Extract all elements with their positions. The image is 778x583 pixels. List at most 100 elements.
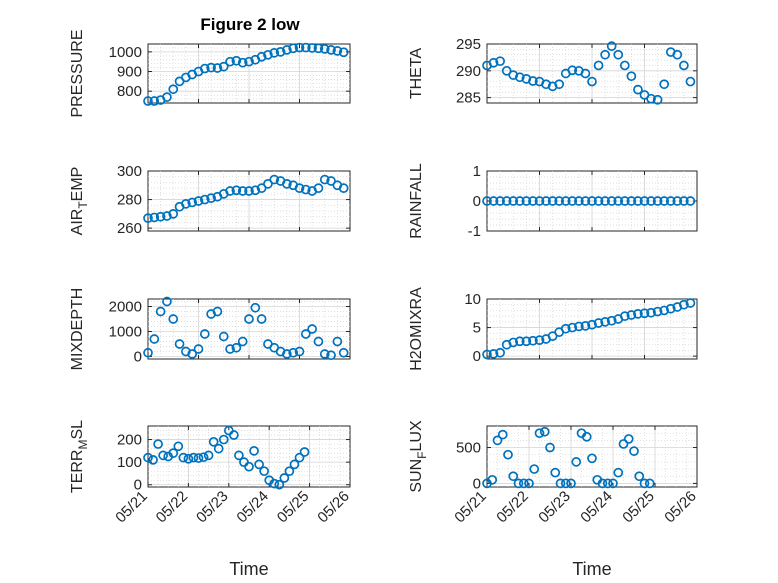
data-point [487,474,498,485]
data-point [639,308,650,319]
data-point [188,452,199,463]
data-point [587,76,597,87]
data-point [294,42,305,53]
data-point [587,196,597,206]
series-pressure [143,42,349,106]
data-point [178,452,189,463]
data-point [602,478,613,489]
data-point [550,467,561,478]
data-point [319,44,330,54]
series-terr_msl [143,425,310,490]
data-point [300,184,311,195]
data-point [199,329,210,339]
data-point [619,60,630,71]
data-point [213,443,224,454]
data-point [249,446,259,456]
data-point [256,183,267,193]
data-point [633,84,643,95]
series-air_temp [143,174,349,223]
subplot-sun_flux: 0 500 05/21 05/22 05/23 05/24 05/25 05/26 Time SU… [408,420,700,579]
data-point [497,429,508,440]
data-point [560,478,571,489]
data-point [256,314,267,324]
data-point [218,61,229,72]
data-point [567,322,578,333]
y-axis-label-subscript: T [76,201,90,209]
data-point [231,55,242,66]
data-point [162,211,172,221]
data-point [148,455,158,465]
data-point [619,311,630,321]
data-point [528,196,538,206]
data-point [629,446,639,456]
data-point [203,450,214,461]
data-point [514,336,525,347]
data-point [567,65,578,76]
data-point [162,296,172,307]
data-point [560,196,571,206]
data-point [162,92,172,102]
y-tick-label: 0 [134,477,142,494]
data-point [623,434,634,444]
subplot-h2omixra: 0 5 10 H2OMIXRA [408,287,698,371]
data-point [685,196,696,206]
y-tick-label: 0 [473,348,481,365]
y-axis-label-part: SL [69,420,86,440]
data-point [608,478,618,489]
data-point [619,196,630,206]
data-point [231,185,242,196]
data-point [555,478,566,489]
data-point [332,46,343,56]
data-point [547,196,558,206]
data-point [193,196,204,206]
x-tick-label: 05/26 [314,488,353,527]
x-tick-label: 05/23 [193,488,232,527]
data-point [229,430,239,440]
grid [148,426,350,487]
subplot-mixdepth: 0 1000 2000 MIXDEPTH [69,288,351,370]
data-point [279,473,290,483]
y-tick-label: 1000 [109,324,142,341]
data-point [143,213,153,223]
data-point [639,196,650,206]
data-point [580,68,591,79]
data-point [289,459,300,470]
data-point [299,447,310,457]
y-axis-label: THETA [408,48,425,100]
data-point [282,45,292,55]
y-axis-label-part: SUN [408,459,425,493]
data-point [482,196,492,206]
data-point [254,459,264,470]
y-tick-label: 1000 [109,44,142,61]
data-point [225,344,235,354]
data-point [338,347,349,358]
data-point [269,174,280,185]
data-point [534,335,545,345]
data-point [250,302,261,313]
data-point [685,298,696,308]
data-point [143,96,153,106]
x-tick-label: 05/26 [661,488,700,527]
data-point [275,47,286,57]
data-point [587,319,597,330]
data-point [313,336,324,347]
data-point [652,94,663,105]
data-point [237,57,248,68]
x-tick-label: 05/22 [493,488,532,527]
data-point [313,183,324,193]
grid [487,426,697,487]
data-point [237,336,248,347]
data-point [672,49,683,60]
data-point [613,196,624,206]
series-mixdepth [143,296,349,361]
data-point [503,449,513,460]
y-tick-label: 285 [456,90,481,107]
data-point [534,196,545,206]
data-point [244,56,254,67]
x-axis-label: Time [229,559,268,579]
y-tick-label: 5 [473,320,481,337]
data-point [212,306,223,317]
data-point [539,426,550,437]
data-point [665,196,676,206]
